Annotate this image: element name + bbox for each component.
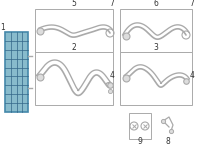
Text: 9: 9: [138, 137, 142, 146]
Text: 8: 8: [166, 137, 170, 146]
Text: 7: 7: [110, 0, 114, 9]
Bar: [120, 52, 192, 105]
Bar: [129, 113, 151, 139]
Bar: [120, 9, 192, 52]
Text: 1: 1: [1, 22, 5, 31]
Bar: [35, 52, 113, 105]
Text: 7: 7: [190, 0, 194, 9]
Text: 2: 2: [72, 42, 76, 51]
Text: 4: 4: [190, 71, 194, 81]
Bar: [5, 32, 28, 112]
Bar: [35, 9, 113, 52]
Text: 5: 5: [72, 0, 76, 9]
Text: 3: 3: [154, 42, 158, 51]
Text: 6: 6: [154, 0, 158, 9]
Text: 4: 4: [110, 71, 114, 81]
